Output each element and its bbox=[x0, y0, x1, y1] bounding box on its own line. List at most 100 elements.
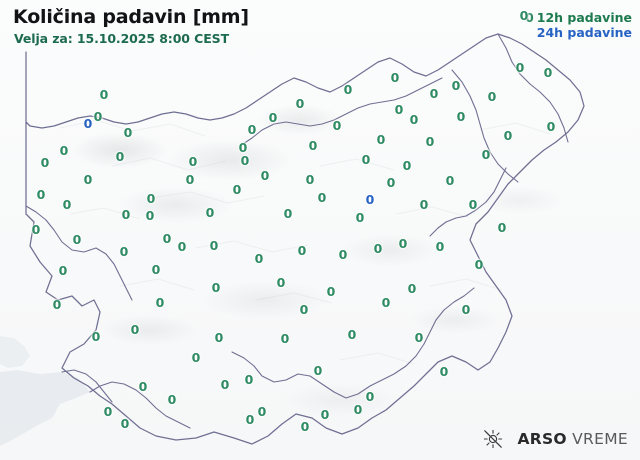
border-detail-north bbox=[239, 77, 443, 147]
border-detail-southeast bbox=[231, 287, 475, 399]
station-value-marker: 0 bbox=[283, 206, 293, 221]
station-value-marker: 0 bbox=[240, 153, 250, 168]
station-value-marker: 0 bbox=[414, 330, 424, 345]
station-value-marker: 0 bbox=[326, 284, 336, 299]
station-value-marker: 0 bbox=[497, 220, 507, 235]
station-value-marker: 0 bbox=[145, 208, 155, 223]
station-value-marker: 0 bbox=[72, 232, 82, 247]
station-value-marker: 0 bbox=[238, 140, 248, 155]
station-value-marker: 0 bbox=[280, 331, 290, 346]
border-detail-northeast bbox=[497, 33, 569, 143]
station-value-marker: 0 bbox=[409, 112, 419, 127]
station-value-marker: 0 bbox=[177, 239, 187, 254]
station-value-marker: 0 bbox=[257, 404, 267, 419]
station-value-marker: 0 bbox=[209, 238, 219, 253]
station-value-marker: 0 bbox=[220, 377, 230, 392]
station-value-marker: 0 bbox=[120, 416, 130, 431]
station-value-marker: 0 bbox=[232, 182, 242, 197]
legend-label-12h: 12h padavine bbox=[536, 10, 632, 25]
station-value-marker: 0 bbox=[320, 407, 330, 422]
station-value-marker: 0 bbox=[365, 389, 375, 404]
station-value-marker: 0 bbox=[546, 119, 556, 134]
station-value-marker: 0 bbox=[83, 116, 93, 131]
sea-inlet bbox=[0, 336, 30, 368]
station-value-marker: 0 bbox=[130, 322, 140, 337]
station-value-marker: 0 bbox=[167, 392, 177, 407]
arso-vreme-logo: ARSO VREME bbox=[482, 428, 628, 450]
station-value-marker: 0 bbox=[276, 275, 286, 290]
station-value-marker: 0 bbox=[365, 192, 375, 207]
station-value-marker: 0 bbox=[254, 251, 264, 266]
station-value-marker: 0 bbox=[99, 87, 109, 102]
station-value-marker: 0 bbox=[62, 197, 72, 212]
station-value-marker: 0 bbox=[390, 70, 400, 85]
station-value-marker: 0 bbox=[487, 89, 497, 104]
station-value-marker: 0 bbox=[435, 239, 445, 254]
station-value-marker: 0 bbox=[162, 231, 172, 246]
logo-text: ARSO VREME bbox=[517, 430, 628, 448]
station-value-marker: 0 bbox=[503, 128, 513, 143]
station-value-marker: 0 bbox=[297, 243, 307, 258]
station-value-marker: 0 bbox=[214, 330, 224, 345]
station-value-marker: 0 bbox=[407, 281, 417, 296]
station-value-marker: 0 bbox=[515, 60, 525, 75]
border-detail-east bbox=[429, 167, 507, 237]
station-value-marker: 0 bbox=[58, 263, 68, 278]
station-value-marker: 0 bbox=[151, 262, 161, 277]
station-value-marker: 0 bbox=[103, 404, 113, 419]
station-value-marker: 0 bbox=[386, 175, 396, 190]
legend-row-24h: 24h padavine bbox=[525, 25, 632, 40]
station-value-marker: 0 bbox=[474, 257, 484, 272]
station-value-marker: 0 bbox=[123, 125, 133, 140]
station-value-marker: 0 bbox=[451, 78, 461, 93]
station-value-marker: 0 bbox=[461, 302, 471, 317]
station-value-marker: 0 bbox=[31, 222, 41, 237]
station-value-marker: 0 bbox=[445, 173, 455, 188]
station-value-marker: 0 bbox=[402, 158, 412, 173]
station-value-marker: 0 bbox=[268, 110, 278, 125]
legend-label-24h: 24h padavine bbox=[536, 25, 632, 40]
station-value-marker: 0 bbox=[300, 419, 310, 434]
border-detail-prekmurje bbox=[451, 69, 519, 183]
station-value-marker: 0 bbox=[188, 154, 198, 169]
station-value-marker: 0 bbox=[93, 109, 103, 124]
adriatic-sea bbox=[0, 370, 90, 446]
station-value-marker: 0 bbox=[343, 82, 353, 97]
station-value-marker: 0 bbox=[313, 363, 323, 378]
page-title: Količina padavin [mm] bbox=[13, 6, 249, 28]
station-value-marker: 0 bbox=[332, 118, 342, 133]
station-value-marker: 0 bbox=[40, 155, 50, 170]
station-value-marker: 0 bbox=[115, 149, 125, 164]
station-value-marker: 0 bbox=[381, 295, 391, 310]
station-value-marker: 0 bbox=[211, 280, 221, 295]
station-value-marker: 0 bbox=[429, 86, 439, 101]
station-value-marker: 0 bbox=[244, 372, 254, 387]
border-detail-west bbox=[25, 205, 133, 301]
station-value-marker: 0 bbox=[317, 190, 327, 205]
station-value-marker: 0 bbox=[355, 210, 365, 225]
station-value-marker: 0 bbox=[299, 302, 309, 317]
station-value-marker: 0 bbox=[398, 236, 408, 251]
station-value-marker: 0 bbox=[295, 96, 305, 111]
station-value-marker: 0 bbox=[245, 412, 255, 427]
station-value-marker: 0 bbox=[338, 247, 348, 262]
coastline-inner bbox=[89, 381, 191, 429]
valid-time-subtitle: Velja za: 15.10.2025 8:00 CEST bbox=[14, 31, 229, 46]
station-value-marker: 0 bbox=[52, 297, 62, 312]
station-value-marker: 0 bbox=[59, 143, 69, 158]
station-value-marker: 0 bbox=[456, 109, 466, 124]
logo-text-bold: ARSO bbox=[517, 430, 567, 448]
station-value-marker: 0 bbox=[425, 134, 435, 149]
station-value-marker: 0 bbox=[260, 168, 270, 183]
station-value-marker: 0 bbox=[305, 172, 315, 187]
station-value-marker: 0 bbox=[36, 187, 46, 202]
station-value-marker: 0 bbox=[155, 295, 165, 310]
station-value-marker: 0 bbox=[347, 327, 357, 342]
station-value-marker: 0 bbox=[394, 102, 404, 117]
station-value-marker: 0 bbox=[308, 138, 318, 153]
station-value-marker: 0 bbox=[119, 244, 129, 259]
station-value-marker: 0 bbox=[353, 402, 363, 417]
logo-text-light: VREME bbox=[572, 430, 628, 448]
